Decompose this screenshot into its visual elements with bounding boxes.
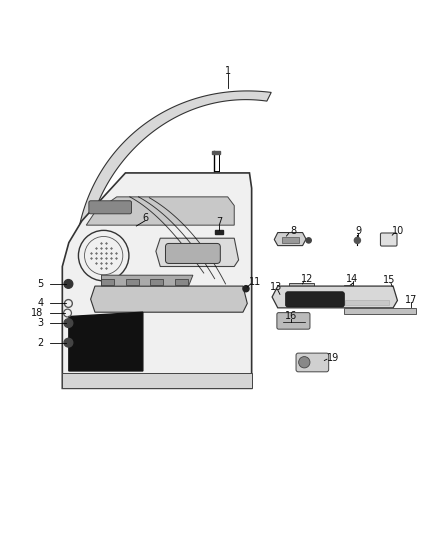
- Circle shape: [306, 238, 311, 243]
- Bar: [101, 279, 114, 285]
- Text: 14: 14: [346, 273, 358, 284]
- Circle shape: [64, 319, 73, 327]
- Text: 16: 16: [285, 311, 297, 321]
- Text: 7: 7: [216, 217, 222, 227]
- Bar: [344, 308, 416, 313]
- Bar: [126, 279, 139, 285]
- Bar: [215, 230, 223, 234]
- Text: 12: 12: [301, 273, 313, 284]
- Polygon shape: [274, 232, 306, 246]
- Text: 8: 8: [291, 226, 297, 236]
- Bar: [175, 279, 188, 285]
- Text: 13: 13: [269, 282, 282, 293]
- Bar: [282, 237, 299, 243]
- Bar: [150, 279, 163, 285]
- Circle shape: [354, 237, 360, 244]
- Text: 2: 2: [37, 338, 44, 348]
- Text: 4: 4: [38, 298, 44, 309]
- Bar: [278, 295, 283, 298]
- Bar: [62, 373, 252, 389]
- Circle shape: [64, 338, 73, 347]
- FancyBboxPatch shape: [381, 233, 397, 246]
- Polygon shape: [69, 312, 143, 371]
- Text: 1: 1: [225, 66, 231, 76]
- FancyBboxPatch shape: [296, 353, 328, 372]
- Circle shape: [243, 286, 249, 292]
- Polygon shape: [102, 275, 193, 286]
- Bar: [212, 151, 220, 154]
- FancyBboxPatch shape: [277, 313, 310, 329]
- FancyBboxPatch shape: [166, 244, 220, 263]
- FancyBboxPatch shape: [286, 292, 344, 307]
- Text: 10: 10: [392, 226, 404, 236]
- Text: 11: 11: [248, 277, 261, 287]
- FancyBboxPatch shape: [89, 201, 131, 214]
- Text: 5: 5: [37, 279, 44, 289]
- Polygon shape: [75, 91, 271, 258]
- Text: 9: 9: [355, 226, 361, 236]
- Bar: [345, 301, 389, 305]
- Circle shape: [299, 357, 310, 368]
- Text: 17: 17: [405, 295, 417, 304]
- Text: 3: 3: [38, 318, 44, 328]
- Text: 6: 6: [142, 213, 148, 223]
- Bar: [289, 282, 314, 288]
- Circle shape: [64, 279, 73, 288]
- Text: 18: 18: [31, 308, 43, 318]
- Text: 19: 19: [327, 353, 339, 363]
- Polygon shape: [86, 197, 234, 225]
- Polygon shape: [272, 286, 397, 308]
- Bar: [344, 285, 352, 290]
- Text: 15: 15: [382, 276, 395, 286]
- Polygon shape: [156, 238, 239, 266]
- Polygon shape: [91, 286, 247, 312]
- Polygon shape: [62, 173, 252, 389]
